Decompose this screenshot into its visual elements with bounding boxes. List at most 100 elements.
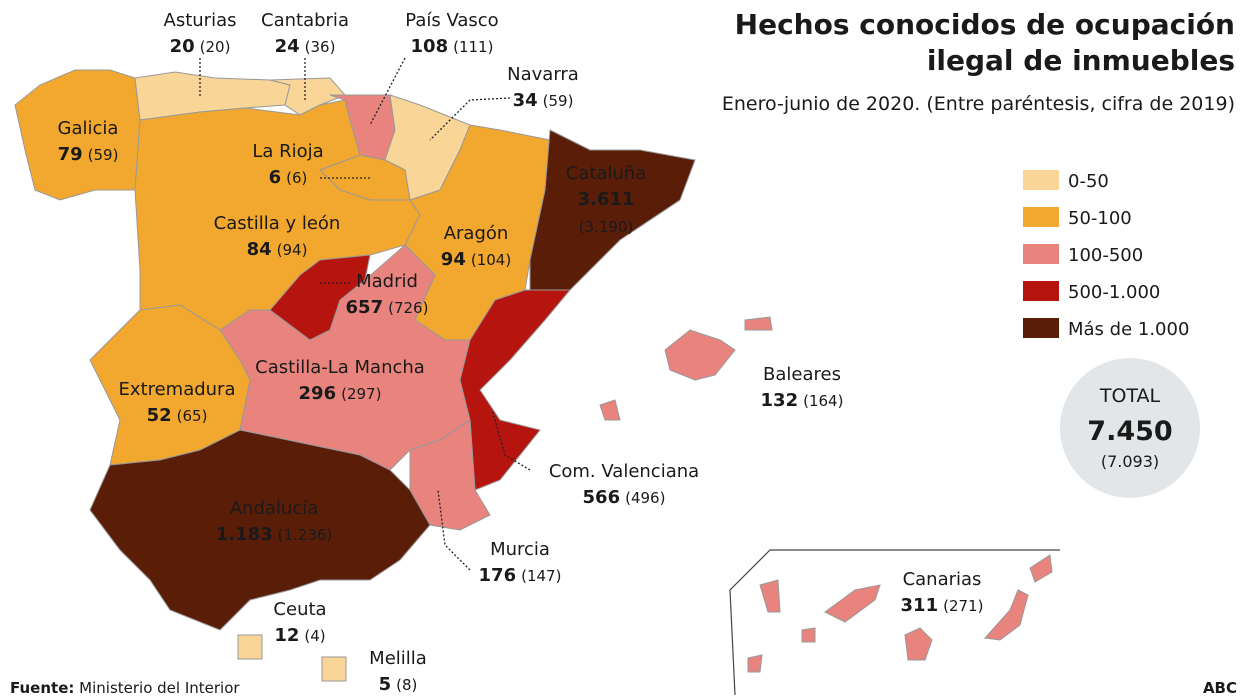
region-previous: (496) [625, 489, 665, 507]
region-previous: (36) [305, 38, 336, 56]
region-previous: (104) [471, 251, 511, 269]
region-value: 1.183 [216, 524, 273, 545]
region-name: Extremadura [119, 379, 236, 400]
region-figures: 176 (147) [479, 565, 562, 586]
region-previous: (94) [277, 241, 308, 259]
source-text: Ministerio del Interior [79, 679, 240, 697]
region-previous: (65) [177, 407, 208, 425]
region-name: Murcia [490, 539, 550, 560]
region-value: 5 [379, 674, 392, 695]
subtitle: Enero-junio de 2020. (Entre paréntesis, … [722, 93, 1235, 115]
region-value: 296 [299, 383, 337, 404]
region-previous: (726) [388, 299, 428, 317]
region-value: 34 [513, 90, 538, 111]
region-canarias-5 [983, 589, 1029, 641]
region-previous: (1.236) [278, 526, 333, 544]
region-name: Baleares [763, 364, 841, 385]
leader-pais-vasco [369, 57, 406, 126]
region-figures: 84 (94) [247, 239, 308, 260]
region-name: País Vasco [405, 10, 498, 31]
region-figures: 566 (496) [583, 487, 666, 508]
region-value: 108 [411, 36, 449, 57]
region-name: Andalucía [230, 498, 319, 519]
region-figures: 34 (59) [513, 90, 574, 111]
title-line-1: Hechos conocidos de ocupación [735, 8, 1235, 41]
region-name: Asturias [164, 10, 237, 31]
leader-navarra [429, 97, 511, 141]
leader-valencia [491, 409, 531, 471]
region-name: Ceuta [273, 599, 326, 620]
region-value: 94 [441, 249, 466, 270]
credit: ABC [1203, 679, 1237, 697]
region-name: Castilla-La Mancha [255, 357, 425, 378]
legend-label: 50-100 [1068, 208, 1132, 229]
region-previous: (111) [453, 38, 493, 56]
region-madrid [269, 254, 371, 341]
region-figures: 311 (271) [901, 595, 984, 616]
legend: 0-50 50-100 100-500 500-1.000 Más de 1.000 [1023, 170, 1189, 340]
region-previous: (147) [521, 567, 561, 585]
leader-murcia [437, 489, 471, 571]
region-name: Galicia [58, 118, 119, 139]
region-name: Cantabria [261, 10, 349, 31]
canarias-frame [729, 549, 1060, 696]
region-figures: 52 (65) [147, 405, 208, 426]
legend-label: 100-500 [1068, 245, 1143, 266]
total-value: 7.450 [1087, 416, 1172, 447]
region-figures: 12 (4) [274, 625, 325, 646]
region-baleares-ibiza [599, 399, 621, 421]
region-figures: 20 (20) [170, 36, 231, 57]
region-value: 311 [901, 595, 939, 616]
total-label: TOTAL [1099, 385, 1161, 407]
region-value: 566 [583, 487, 621, 508]
region-figures: 94 (104) [441, 249, 511, 270]
region-previous: (8) [396, 676, 417, 694]
region-canarias-7 [747, 654, 763, 673]
total-circle [1060, 358, 1200, 498]
region-canarias-3 [801, 627, 816, 643]
region-value: 132 [761, 390, 799, 411]
legend-label: 0-50 [1068, 171, 1109, 192]
region-figures: 132 (164) [761, 390, 844, 411]
region-value: 12 [274, 625, 299, 646]
region-canarias-1 [759, 579, 781, 613]
region-canarias-6 [1029, 554, 1053, 583]
region-canarias-4 [904, 627, 933, 661]
region-previous: (59) [543, 92, 574, 110]
region-value: 657 [346, 297, 384, 318]
region-canarias-2 [824, 584, 881, 623]
title-line-2: ilegal de inmuebles [927, 44, 1235, 77]
region-previous: (271) [943, 597, 983, 615]
legend-label: 500-1.000 [1068, 282, 1160, 303]
legend-swatch [1023, 281, 1059, 301]
region-baleares-mallorca [664, 329, 736, 381]
region-ceuta [237, 634, 263, 660]
region-previous: (164) [803, 392, 843, 410]
region-name: Navarra [507, 64, 579, 85]
legend-swatch [1023, 244, 1059, 264]
regions [14, 69, 1053, 682]
region-figures: 24 (36) [275, 36, 336, 57]
region-figures: 5 (8) [379, 674, 418, 695]
region-previous: (59) [88, 146, 119, 164]
legend-label: Más de 1.000 [1068, 319, 1189, 340]
region-figures: 79 (59) [58, 144, 119, 165]
region-figures: 108 (111) [411, 36, 494, 57]
region-labels: Galicia 79 (59) Asturias 20 (20) Cantabria 24 (3… [58, 10, 984, 695]
region-figures: 1.183 (1.236) [216, 524, 333, 545]
source: Fuente: Ministerio del Interior [10, 679, 240, 697]
region-value: 24 [275, 36, 300, 57]
region-name: Aragón [444, 223, 509, 244]
source-label: Fuente: [10, 679, 74, 697]
legend-swatch [1023, 318, 1059, 338]
region-name: Canarias [903, 569, 982, 590]
legend-swatch [1023, 170, 1059, 190]
region-value: 20 [170, 36, 195, 57]
region-name: La Rioja [252, 141, 323, 162]
region-melilla [321, 656, 347, 682]
region-previous: (4) [304, 627, 325, 645]
region-name: Cataluña [566, 163, 647, 184]
region-name: Melilla [369, 648, 427, 669]
region-value: 52 [147, 405, 172, 426]
region-previous: (3.190) [579, 218, 634, 236]
